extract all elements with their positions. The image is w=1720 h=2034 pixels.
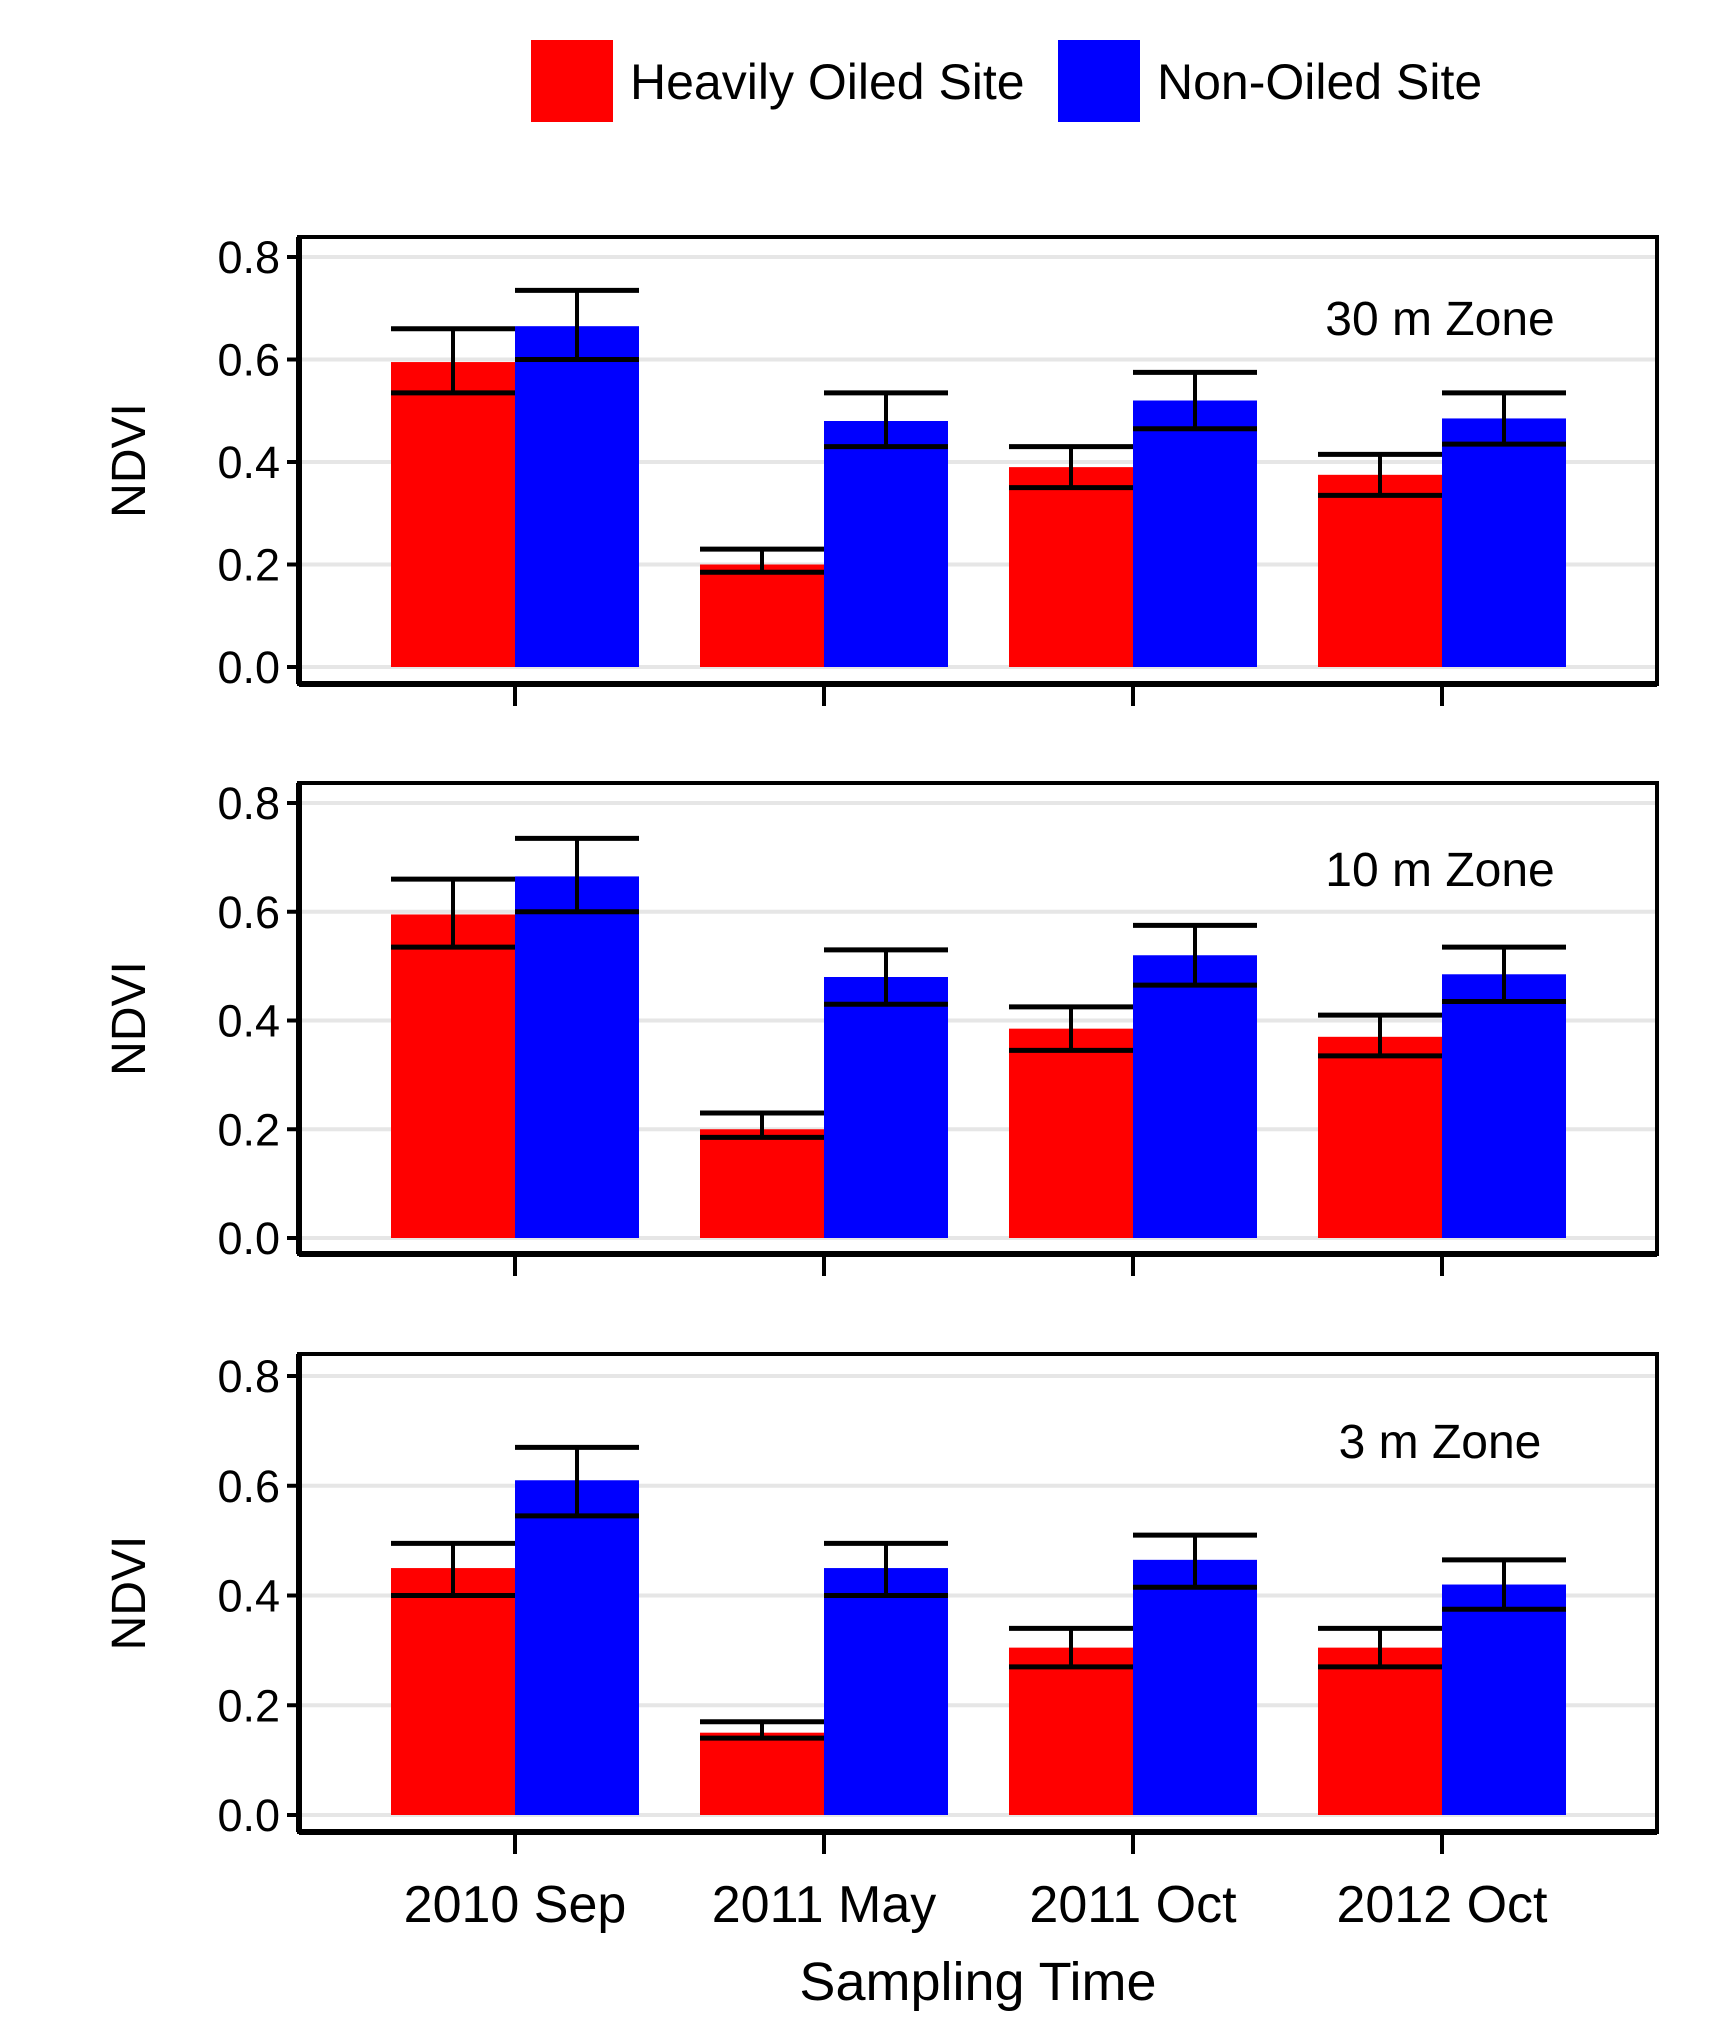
y-tick-label-0-0: 0.0: [217, 1790, 280, 1841]
bar-non-oiled-site-2011-may: [824, 421, 948, 667]
bar-heavily-oiled-site-2010-sep: [391, 362, 515, 667]
y-tick-label-0-6: 0.6: [217, 1461, 280, 1512]
y-tick-label-0-0: 0.0: [217, 642, 280, 693]
bar-non-oiled-site-2011-oct: [1133, 400, 1257, 667]
bar-non-oiled-site-2011-may: [824, 977, 948, 1238]
bar-heavily-oiled-site-2011-oct: [1009, 467, 1133, 667]
zone-label: 3 m Zone: [1339, 1416, 1542, 1469]
bar-non-oiled-site-2012-oct: [1442, 974, 1566, 1238]
bar-heavily-oiled-site-2010-sep: [391, 1568, 515, 1815]
chart-panels: 0.0 0.2 0.4 0.6 0.8 30 m Zone NDVI 0.0 0.2 0.4 0.6…: [103, 232, 1659, 1854]
y-tick-label-0-6: 0.6: [217, 335, 280, 386]
y-tick-label-0-4: 0.4: [217, 996, 280, 1047]
y-axis-title: NDVI: [103, 1536, 156, 1651]
bar-heavily-oiled-site-2011-may: [700, 1732, 824, 1815]
y-tick-label-0-0: 0.0: [217, 1213, 280, 1264]
zone-label: 30 m Zone: [1325, 293, 1554, 346]
panel-30-m-zone: 0.0 0.2 0.4 0.6 0.8 30 m Zone NDVI: [103, 232, 1659, 706]
bar-heavily-oiled-site-2012-oct: [1318, 1036, 1442, 1238]
y-axis-title: NDVI: [103, 403, 156, 518]
legend-swatch-heavily-oiled: [531, 40, 613, 122]
bar-heavily-oiled-site-2011-may: [700, 564, 824, 667]
bar-heavily-oiled-site-2011-oct: [1009, 1028, 1133, 1238]
y-axis-title: NDVI: [103, 961, 156, 1076]
bar-non-oiled-site-2011-may: [824, 1568, 948, 1815]
panel-10-m-zone: 0.0 0.2 0.4 0.6 0.8 10 m Zone NDVI: [103, 778, 1659, 1276]
x-axis-title: Sampling Time: [799, 1952, 1156, 2012]
y-tick-label-0-4: 0.4: [217, 437, 280, 488]
x-tick-label-2011-oct: 2011 Oct: [1029, 1876, 1237, 1934]
y-tick-label-0-8: 0.8: [217, 232, 280, 283]
bar-heavily-oiled-site-2012-oct: [1318, 1647, 1442, 1815]
y-tick-label-0-8: 0.8: [217, 778, 280, 829]
y-tick-label-0-6: 0.6: [217, 887, 280, 938]
bar-non-oiled-site-2010-sep: [515, 1480, 639, 1815]
bar-non-oiled-site-2011-oct: [1133, 1559, 1257, 1815]
x-tick-label-2011-may: 2011 May: [712, 1876, 937, 1934]
bar-non-oiled-site-2012-oct: [1442, 418, 1566, 667]
y-tick-label-0-2: 0.2: [217, 1104, 280, 1155]
legend-swatch-non-oiled: [1058, 40, 1140, 122]
legend-label-heavily-oiled: Heavily Oiled Site: [630, 54, 1025, 110]
panel-3-m-zone: 0.0 0.2 0.4 0.6 0.8 3 m Zone NDVI: [103, 1351, 1659, 1854]
legend-label-non-oiled: Non-Oiled Site: [1157, 54, 1482, 110]
bar-non-oiled-site-2012-oct: [1442, 1584, 1566, 1815]
bar-non-oiled-site-2010-sep: [515, 326, 639, 667]
y-tick-label-0-2: 0.2: [217, 1680, 280, 1731]
x-tick-label-2010-sep: 2010 Sep: [404, 1876, 627, 1934]
bar-heavily-oiled-site-2011-may: [700, 1129, 824, 1238]
bar-non-oiled-site-2010-sep: [515, 876, 639, 1238]
bar-heavily-oiled-site-2010-sep: [391, 914, 515, 1238]
x-axis-tick-labels: 2010 Sep 2011 May 2011 Oct 2012 Oct: [404, 1876, 1548, 1934]
bar-heavily-oiled-site-2011-oct: [1009, 1647, 1133, 1815]
legend: Heavily Oiled Site Non-Oiled Site: [531, 40, 1482, 122]
bar-heavily-oiled-site-2012-oct: [1318, 474, 1442, 667]
y-tick-label-0-2: 0.2: [217, 540, 280, 591]
x-tick-label-2012-oct: 2012 Oct: [1336, 1876, 1548, 1934]
bar-non-oiled-site-2011-oct: [1133, 955, 1257, 1238]
y-tick-label-0-8: 0.8: [217, 1351, 280, 1402]
y-tick-label-0-4: 0.4: [217, 1571, 280, 1622]
zone-label: 10 m Zone: [1325, 844, 1554, 897]
